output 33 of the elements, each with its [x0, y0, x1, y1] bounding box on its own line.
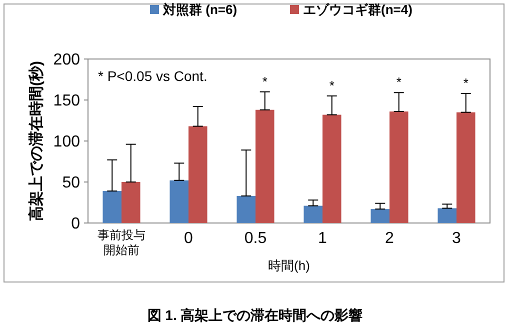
- bar: [456, 112, 476, 223]
- annotation: *: [262, 74, 268, 89]
- y-tick-label: 0: [71, 216, 80, 233]
- text: 図 1. 高架上での滞在時間への影響: [147, 307, 363, 323]
- bar: [102, 191, 122, 223]
- y-tick-label: 150: [53, 92, 80, 110]
- x-tick-label: 3: [452, 230, 462, 247]
- x-tick-label: 事前投与開始前: [98, 228, 146, 257]
- bar: [322, 114, 342, 223]
- bar: [256, 110, 274, 223]
- bar: [304, 206, 322, 223]
- y-axis-title: 高架上での滞在時間(秒): [27, 61, 45, 221]
- annotation: * P<0.05 vs Cont.: [98, 68, 208, 84]
- y-tick-label: 200: [53, 52, 80, 69]
- x-axis-title: 時間(h): [268, 258, 310, 273]
- x-tick-label: 0.5: [244, 230, 267, 247]
- x-tick-label: 0: [184, 230, 194, 247]
- bar: [170, 180, 188, 223]
- legend-label: エゾウコギ群(n=4): [303, 2, 412, 17]
- bar: [236, 196, 256, 223]
- x-tick-label: 2: [385, 230, 394, 247]
- x-tick-label: 1: [318, 230, 328, 247]
- annotation: *: [396, 74, 402, 90]
- bar: [370, 209, 390, 223]
- y-tick-label: 100: [53, 134, 80, 151]
- y-tick-label: 50: [62, 174, 80, 192]
- bar: [438, 208, 456, 223]
- bar: [188, 126, 208, 223]
- legend-label: 対照群 (n=6): [162, 2, 238, 17]
- annotation: *: [329, 78, 334, 93]
- bar: [122, 182, 140, 223]
- annotation: *: [463, 75, 468, 90]
- bar: [390, 111, 408, 223]
